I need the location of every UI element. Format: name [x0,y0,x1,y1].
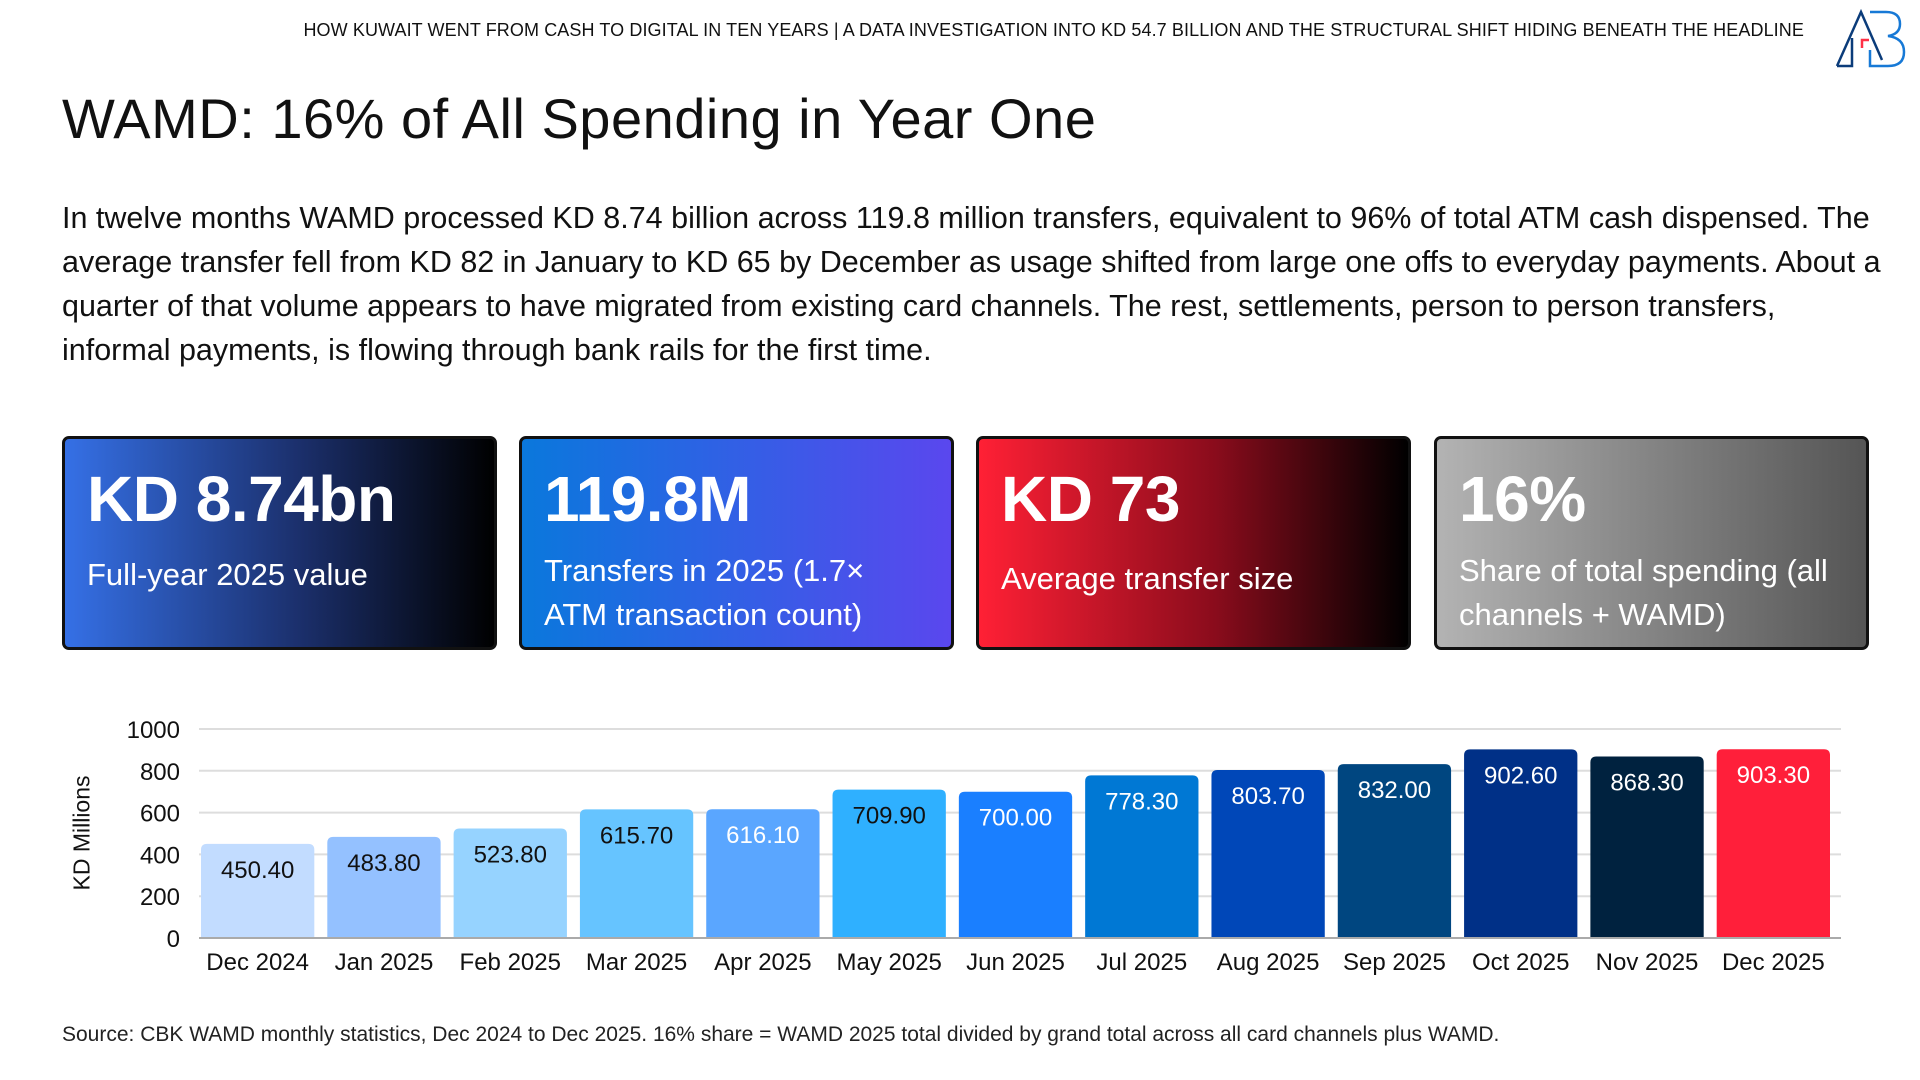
y-tick-label: 1000 [127,717,180,744]
x-tick-label: Mar 2025 [586,949,687,976]
stat-value: KD 73 [1001,463,1180,535]
ab-logo [1835,8,1906,68]
x-tick-label: Aug 2025 [1217,949,1320,976]
stat-card-total-value: KD 8.74bn Full-year 2025 value [62,436,497,650]
bar [832,789,946,938]
x-tick-label: May 2025 [836,949,941,976]
bar [327,836,441,938]
stat-value: KD 8.74bn [87,463,396,535]
bar-value-label: 450.40 [221,857,294,884]
bar [453,828,567,938]
x-tick-label: Nov 2025 [1596,949,1699,976]
y-tick-label: 600 [140,801,180,828]
x-tick-label: Dec 2024 [206,949,309,976]
bar [1590,756,1704,938]
stat-label: Share of total spending (all channels + … [1459,553,1828,632]
bar-value-label: 778.30 [1105,788,1178,815]
bar-value-label: 803.70 [1231,783,1304,810]
bar-value-label: 903.30 [1737,762,1810,789]
monthly-bar-chart: 0 200 400 600 800 1000 450.40 Dec 2024 483.80 Jan… [127,717,1841,976]
bar-value-label: 868.30 [1610,770,1683,797]
bar-value-label: 902.60 [1484,762,1557,789]
bar-value-label: 615.70 [600,822,673,849]
stat-card-transfers: 119.8M Transfers in 2025 (1.7× ATM trans… [519,436,954,650]
bar-value-label: 832.00 [1358,777,1431,804]
x-tick-label: Oct 2025 [1472,949,1569,976]
bar [201,843,315,938]
bar-value-label: 483.80 [347,850,420,877]
y-tick-label: 0 [167,926,180,953]
y-tick-label: 200 [140,884,180,911]
bar [1085,775,1199,938]
stat-card-share: 16% Share of total spending (all channel… [1434,436,1869,650]
stat-label: Transfers in 2025 (1.7× ATM transaction … [544,553,865,632]
intro-paragraph: In twelve months WAMD processed KD 8.74 … [62,201,1881,367]
source-note: Source: CBK WAMD monthly statistics, Dec… [62,1023,1500,1046]
x-tick-label: Apr 2025 [714,949,811,976]
bar [1464,749,1578,938]
stat-label: Average transfer size [1001,561,1294,596]
y-tick-label: 400 [140,842,180,869]
x-tick-label: Sep 2025 [1343,949,1446,976]
page-title: WAMD: 16% of All Spending in Year One [62,87,1097,150]
x-tick-label: Jun 2025 [966,949,1065,976]
bar-value-label: 616.10 [726,822,799,849]
bar [706,809,820,938]
bar [1337,764,1452,938]
bar [1211,770,1325,938]
stat-card-average-transfer: KD 73 Average transfer size [976,436,1411,650]
bar-value-label: 709.90 [852,803,925,830]
x-tick-label: Dec 2025 [1722,949,1825,976]
stat-label: Full-year 2025 value [87,557,368,592]
stat-value: 16% [1459,463,1586,535]
bar [579,809,694,938]
bar-value-label: 700.00 [979,805,1052,832]
y-tick-label: 800 [140,759,180,786]
x-tick-label: Jan 2025 [335,949,434,976]
bar [958,791,1073,938]
x-tick-label: Feb 2025 [460,949,561,976]
x-tick-label: Jul 2025 [1096,949,1187,976]
report-header: HOW KUWAIT WENT FROM CASH TO DIGITAL IN … [303,20,1804,40]
bar-value-label: 523.80 [474,842,547,869]
bar [1716,749,1830,938]
stat-value: 119.8M [544,463,751,535]
